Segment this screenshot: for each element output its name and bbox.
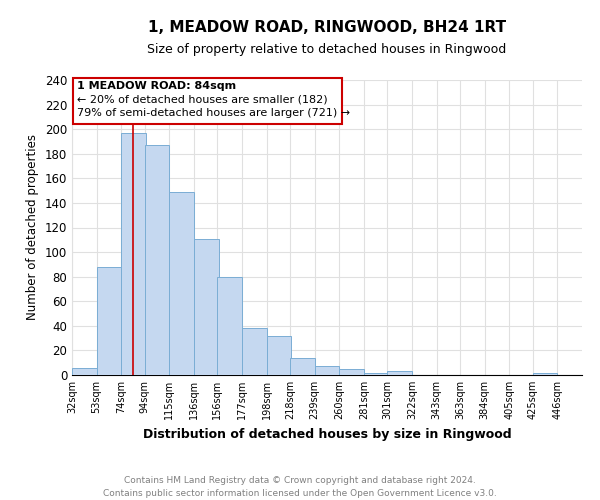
FancyBboxPatch shape — [73, 78, 341, 124]
Bar — [340, 369, 364, 375]
Bar — [290, 358, 314, 375]
Text: 1 MEADOW ROAD: 84sqm: 1 MEADOW ROAD: 84sqm — [77, 81, 236, 91]
Bar — [314, 366, 340, 375]
Text: ← 20% of detached houses are smaller (182): ← 20% of detached houses are smaller (18… — [77, 95, 328, 105]
Text: 1, MEADOW ROAD, RINGWOOD, BH24 1RT: 1, MEADOW ROAD, RINGWOOD, BH24 1RT — [148, 20, 506, 35]
Text: 79% of semi-detached houses are larger (721) →: 79% of semi-detached houses are larger (… — [77, 108, 350, 118]
Bar — [266, 336, 291, 375]
Text: Contains HM Land Registry data © Crown copyright and database right 2024.
Contai: Contains HM Land Registry data © Crown c… — [103, 476, 497, 498]
Bar — [388, 372, 412, 375]
Bar — [97, 267, 121, 375]
Text: Size of property relative to detached houses in Ringwood: Size of property relative to detached ho… — [148, 42, 506, 56]
Bar — [121, 133, 146, 375]
Bar — [194, 238, 218, 375]
X-axis label: Distribution of detached houses by size in Ringwood: Distribution of detached houses by size … — [143, 428, 511, 440]
Bar — [217, 276, 242, 375]
Bar — [145, 145, 169, 375]
Y-axis label: Number of detached properties: Number of detached properties — [26, 134, 39, 320]
Bar — [242, 328, 266, 375]
Bar — [364, 372, 389, 375]
Bar — [169, 192, 194, 375]
Bar — [72, 368, 97, 375]
Bar — [533, 372, 557, 375]
